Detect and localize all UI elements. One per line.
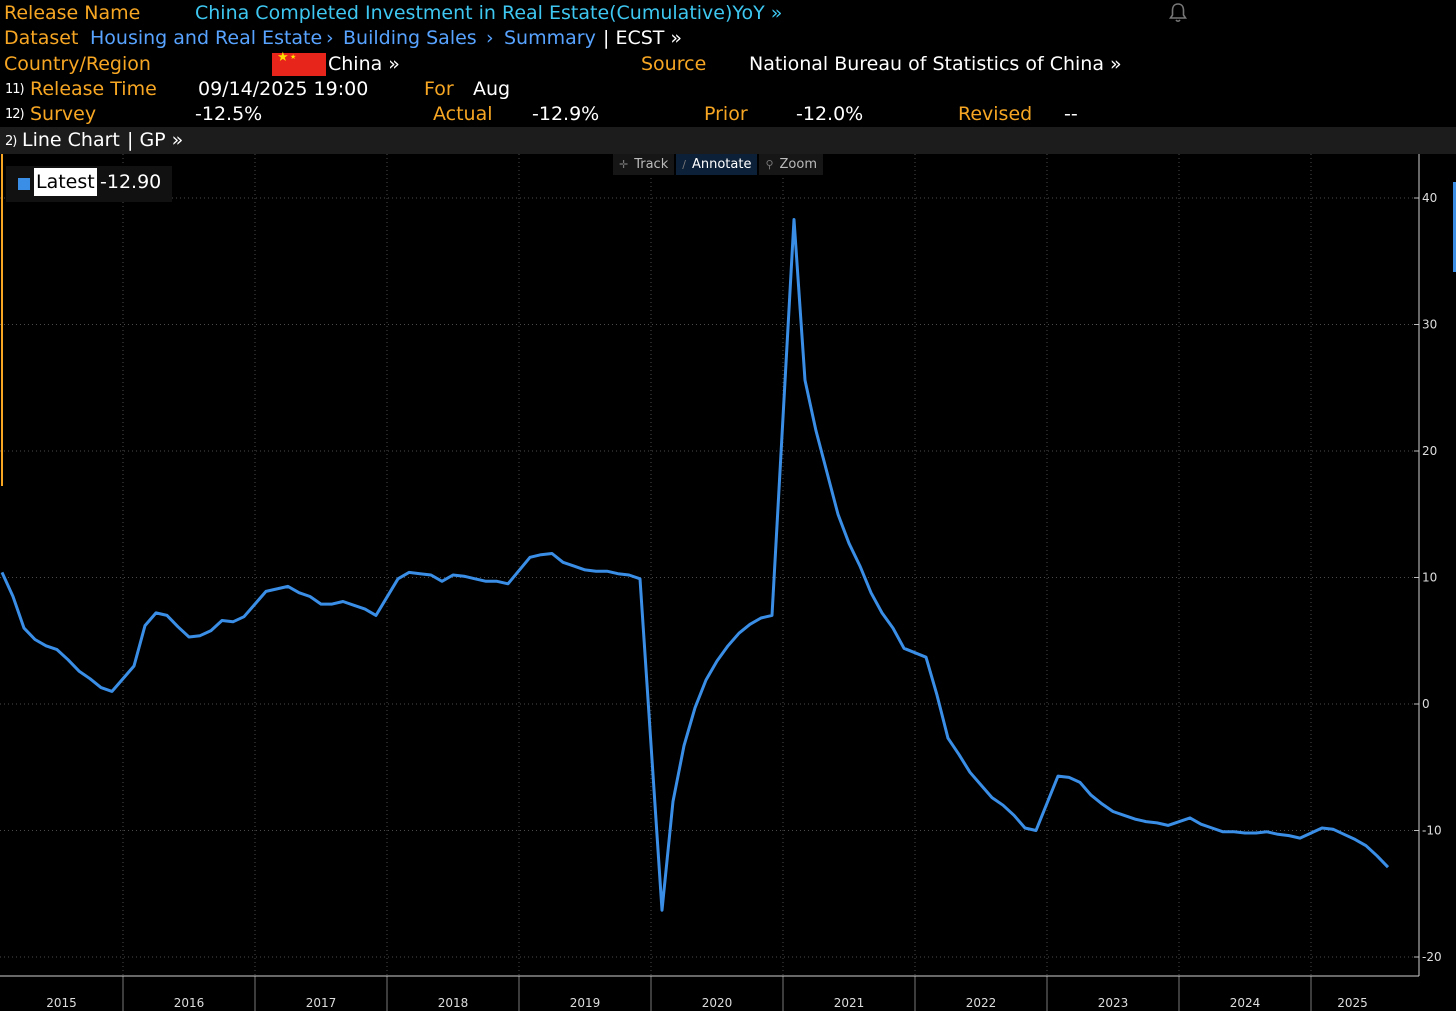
prior-label: Prior xyxy=(704,103,748,125)
dataset-code[interactable]: | ECST » xyxy=(603,27,683,49)
release-time-value: 09/14/2025 19:00 xyxy=(198,78,369,100)
release-time-label[interactable]: Release Time xyxy=(30,78,157,100)
x-tick-label: 2021 xyxy=(834,996,865,1010)
x-tick-label: 2024 xyxy=(1230,996,1261,1010)
dataset-label: Dataset xyxy=(4,27,79,49)
gp-button[interactable]: | GP » xyxy=(127,129,184,151)
source-label: Source xyxy=(641,53,707,75)
zoom-button[interactable]: ⚲ Zoom xyxy=(759,154,823,175)
for-label: For xyxy=(424,78,454,100)
y-tick-label: 30 xyxy=(1422,318,1437,332)
magnifier-icon: ⚲ xyxy=(765,158,774,171)
x-tick-label: 2022 xyxy=(966,996,997,1010)
x-tick-label: 2018 xyxy=(438,996,469,1010)
actual-label: Actual xyxy=(433,103,493,125)
x-tick-label: 2020 xyxy=(702,996,733,1010)
release-time-num: 11) xyxy=(5,82,25,97)
legend-swatch xyxy=(18,178,30,190)
dataset-crumb-summary[interactable]: Summary xyxy=(504,27,596,49)
x-tick-label: 2019 xyxy=(570,996,601,1010)
release-name-label: Release Name xyxy=(4,2,141,24)
line-chart[interactable]: 40 30 20 10 0 -10 -20 2015 2016 2017 2018 2019 2020 2… xyxy=(0,154,1456,1011)
source-value[interactable]: National Bureau of Statistics of China » xyxy=(749,53,1122,75)
actual-value: -12.9% xyxy=(532,103,600,125)
legend-value: -12.90 xyxy=(100,171,162,193)
annotate-button[interactable]: ∕ Annotate xyxy=(676,154,758,175)
x-tick-label: 2025 xyxy=(1337,996,1368,1010)
x-tick-label: 2017 xyxy=(306,996,337,1010)
release-name-link[interactable]: China Completed Investment in Real Estat… xyxy=(195,2,783,24)
accent-bar xyxy=(1,154,3,486)
prior-value: -12.0% xyxy=(796,103,864,125)
dataset-crumb-building-sales[interactable]: Building Sales xyxy=(343,27,477,49)
dataset-crumb-housing[interactable]: Housing and Real Estate xyxy=(90,27,323,49)
survey-num: 12) xyxy=(5,107,25,122)
china-flag-icon: ★ ★ xyxy=(272,50,326,76)
pencil-icon: ∕ xyxy=(682,158,686,171)
x-tick-label: 2015 xyxy=(46,996,77,1010)
revised-value: -- xyxy=(1064,103,1078,125)
for-value: Aug xyxy=(473,78,511,100)
y-tick-label: 40 xyxy=(1422,191,1437,205)
survey-value: -12.5% xyxy=(195,103,263,125)
chart-header-num: 2) xyxy=(5,134,17,149)
y-tick-label: 10 xyxy=(1422,571,1437,585)
track-button[interactable]: ✛ Track xyxy=(613,154,675,175)
series-line-latest xyxy=(0,218,1390,912)
x-tick-label: 2016 xyxy=(174,996,205,1010)
chart-type-button[interactable]: Line Chart xyxy=(22,129,120,151)
y-tick-label: 0 xyxy=(1422,697,1430,711)
y-tick-label: -10 xyxy=(1422,824,1442,838)
chevron-right-icon: › xyxy=(326,27,334,49)
y-tick-label: -20 xyxy=(1422,950,1442,964)
revised-label: Revised xyxy=(958,103,1033,125)
survey-label[interactable]: Survey xyxy=(30,103,97,125)
x-tick-label: 2023 xyxy=(1098,996,1129,1010)
legend[interactable]: Latest -12.90 xyxy=(6,166,172,202)
chart-toolbar: ✛ Track ∕ Annotate ⚲ Zoom xyxy=(613,154,825,175)
country-label: Country/Region xyxy=(4,53,151,75)
y-tick-label: 20 xyxy=(1422,444,1437,458)
chevron-right-icon: › xyxy=(486,27,494,49)
series-marker xyxy=(1453,182,1456,272)
chart-header: 2) Line Chart | GP » xyxy=(0,127,1456,154)
legend-label[interactable]: Latest xyxy=(34,168,97,196)
bell-icon[interactable] xyxy=(1168,2,1188,24)
country-value[interactable]: China » xyxy=(328,53,400,75)
crosshair-icon: ✛ xyxy=(619,158,629,171)
